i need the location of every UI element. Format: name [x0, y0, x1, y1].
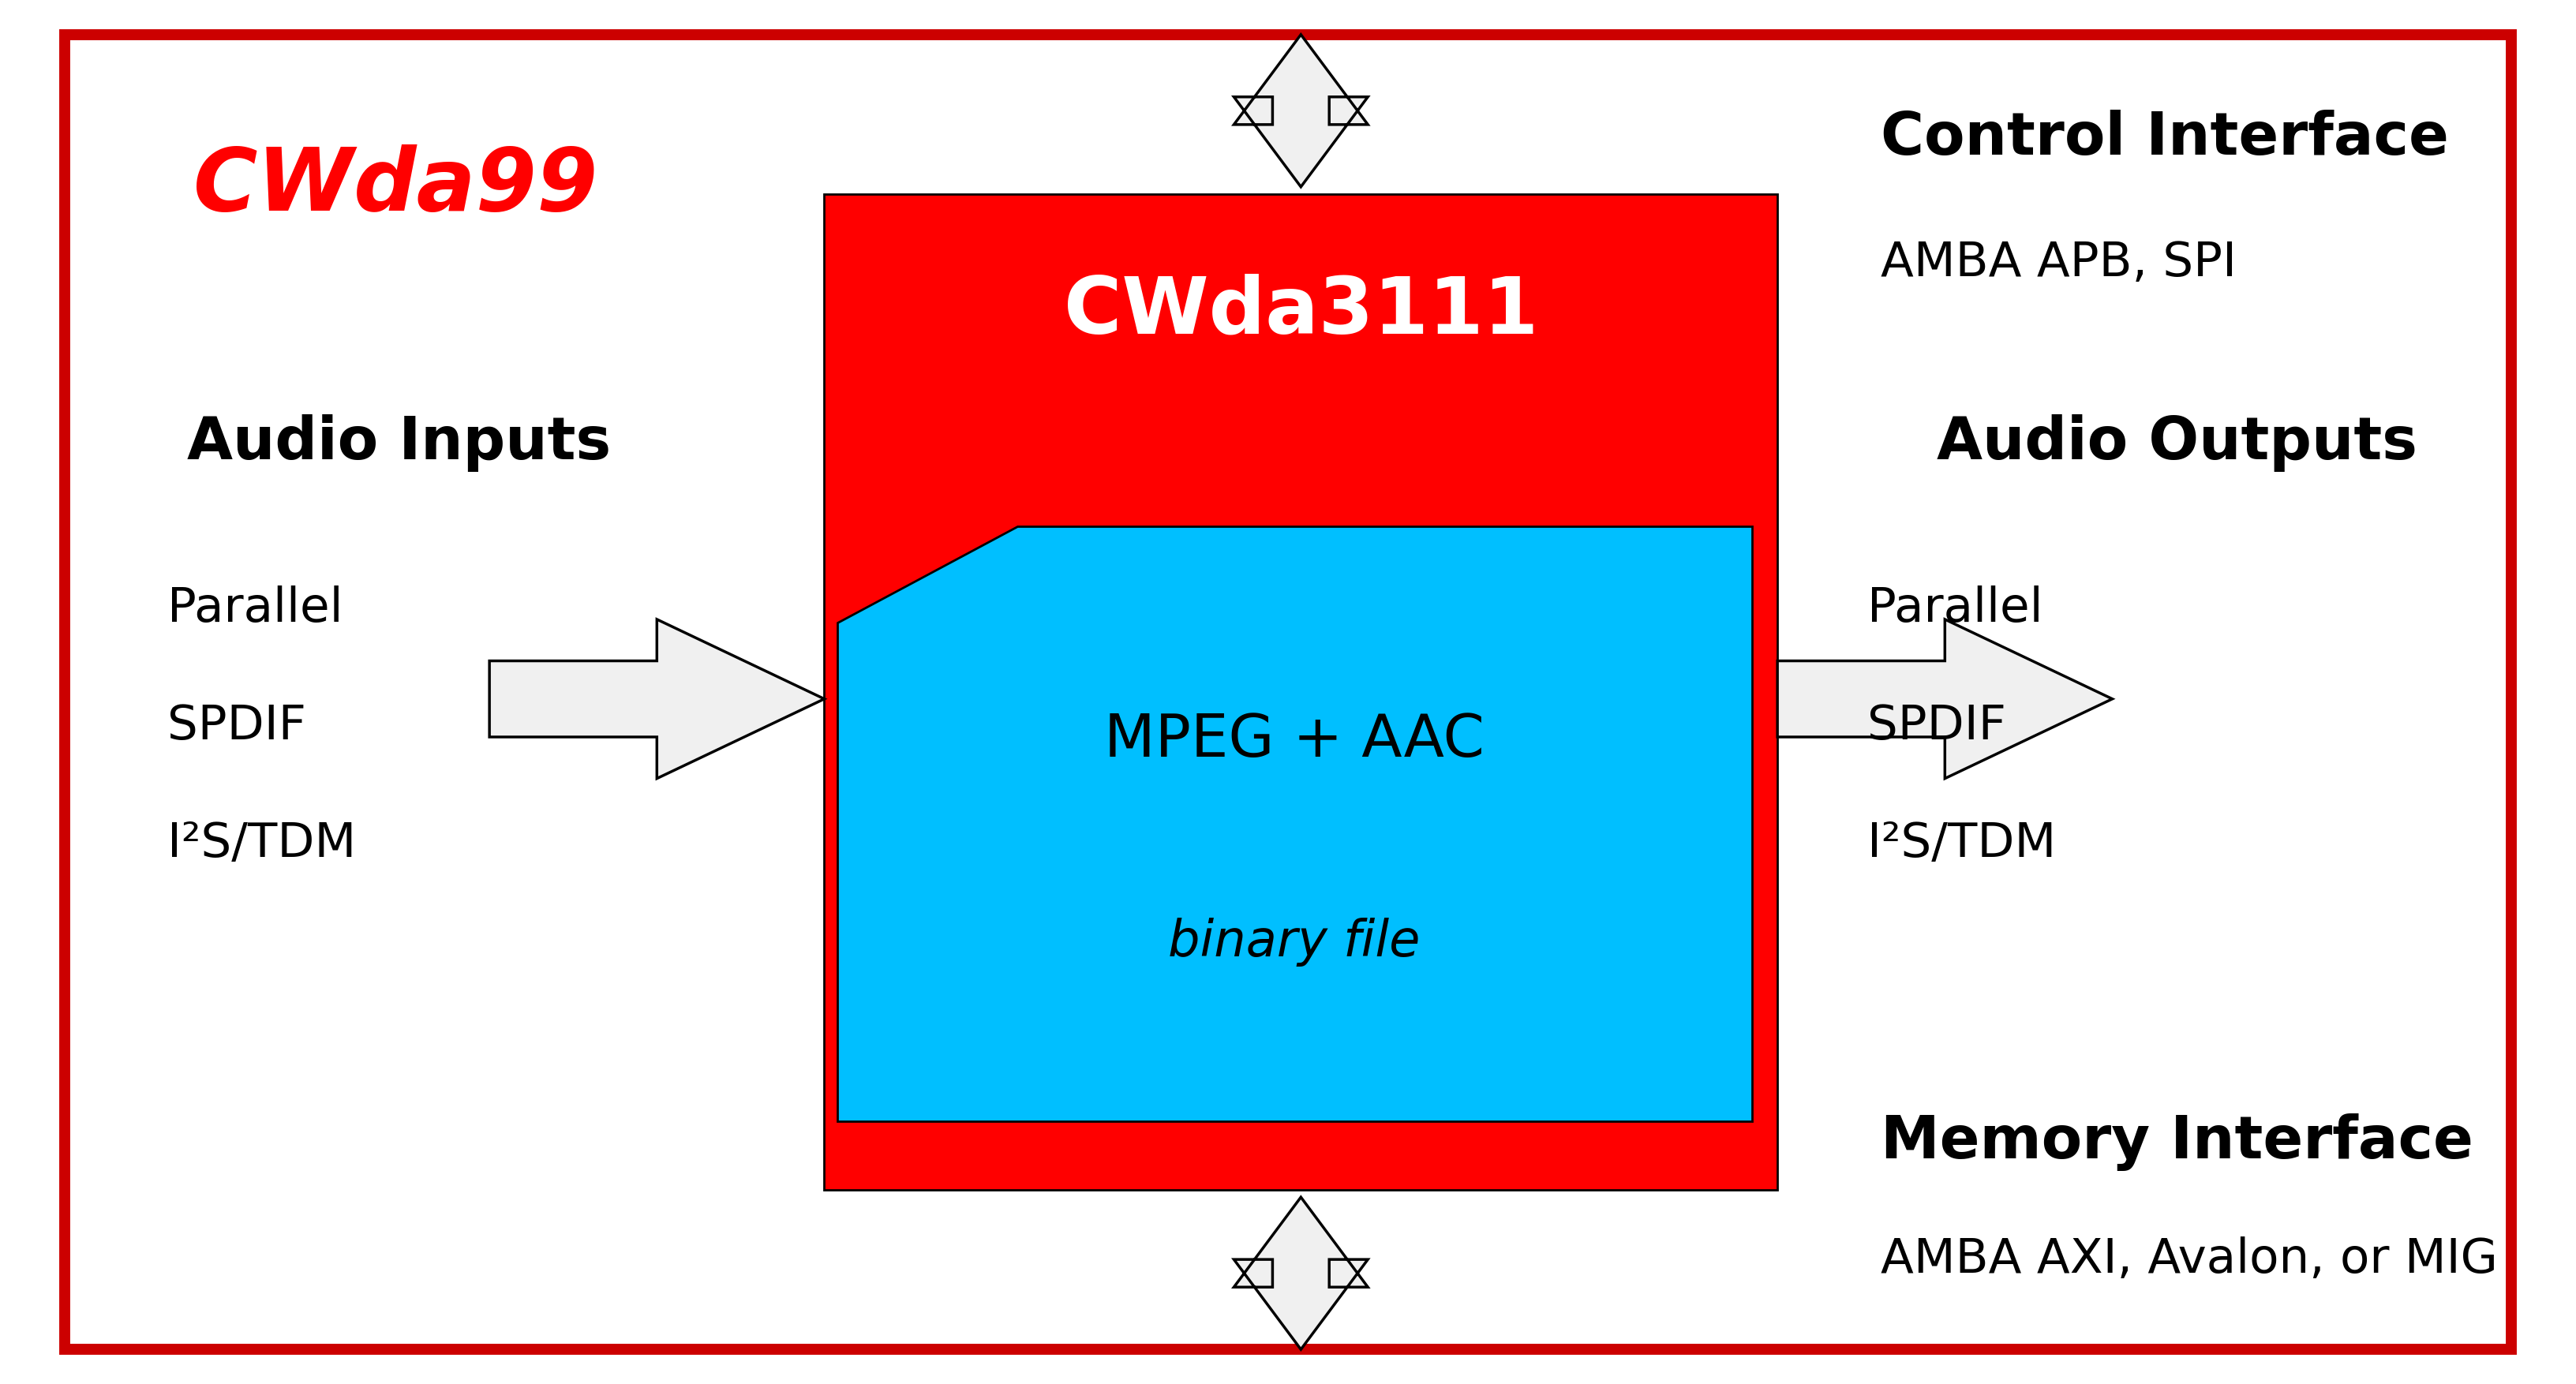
Text: Memory Interface: Memory Interface — [1880, 1113, 2473, 1171]
Text: SPDIF: SPDIF — [167, 703, 307, 750]
Text: CWda3111: CWda3111 — [1064, 273, 1538, 350]
Text: AMBA APB, SPI: AMBA APB, SPI — [1880, 239, 2236, 286]
Text: Audio Inputs: Audio Inputs — [188, 414, 611, 472]
Text: Parallel: Parallel — [167, 585, 343, 632]
Text: Parallel: Parallel — [1868, 585, 2043, 632]
Text: Control Interface: Control Interface — [1880, 109, 2450, 167]
Text: Audio Outputs: Audio Outputs — [1937, 414, 2416, 472]
Text: MPEG + AAC: MPEG + AAC — [1105, 711, 1484, 770]
Text: I²S/TDM: I²S/TDM — [167, 821, 355, 868]
Polygon shape — [489, 620, 824, 778]
Text: binary file: binary file — [1170, 918, 1419, 967]
Polygon shape — [1234, 35, 1368, 187]
Text: I²S/TDM: I²S/TDM — [1868, 821, 2056, 868]
Polygon shape — [1234, 1197, 1368, 1349]
Bar — [824, 194, 1777, 1190]
Polygon shape — [837, 526, 1752, 1121]
Polygon shape — [1777, 620, 2112, 778]
Text: SPDIF: SPDIF — [1868, 703, 2007, 750]
Text: CWda99: CWda99 — [193, 144, 598, 230]
Text: AMBA AXI, Avalon, or MIG: AMBA AXI, Avalon, or MIG — [1880, 1236, 2499, 1283]
